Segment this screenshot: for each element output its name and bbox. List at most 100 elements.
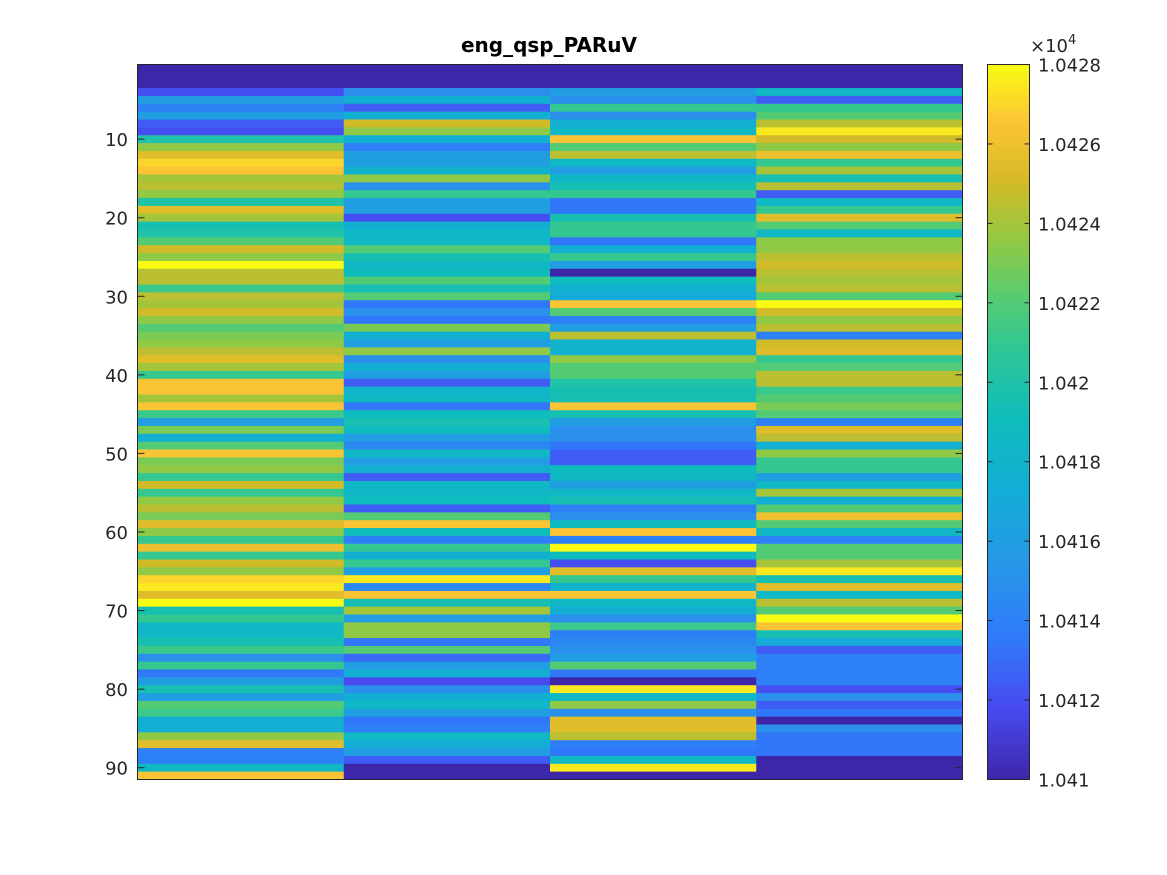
heatmap-cell	[343, 182, 551, 191]
y-tick-label: 20	[105, 209, 128, 230]
heatmap-cell	[756, 111, 963, 120]
colorbar-swatch	[987, 82, 1030, 89]
colorbar-swatch	[987, 624, 1030, 632]
heatmap-cell	[137, 512, 345, 521]
heatmap-cell	[137, 221, 345, 230]
heatmap-cell	[137, 402, 345, 411]
colorbar-swatch	[987, 141, 1030, 149]
heatmap-cell	[550, 700, 757, 710]
heatmap-cell	[550, 158, 757, 168]
heatmap-cell	[756, 300, 963, 309]
heatmap-cell	[550, 339, 757, 348]
heatmap-cell	[756, 150, 963, 160]
heatmap-cell	[756, 268, 963, 278]
heatmap-cell	[756, 394, 963, 403]
heatmap-cell	[137, 740, 345, 749]
colorbar-swatch	[987, 713, 1030, 721]
heatmap-cell	[550, 119, 757, 128]
colorbar-swatch	[987, 136, 1030, 143]
heatmap-cell	[550, 614, 757, 623]
heatmap-cell	[550, 512, 757, 521]
heatmap-cell	[137, 535, 345, 545]
heatmap-cell	[756, 284, 963, 293]
heatmap-cell	[550, 229, 757, 238]
heatmap-cell	[550, 457, 757, 466]
heatmap-cell	[343, 378, 551, 388]
heatmap-cell	[137, 363, 345, 372]
colorbar-swatch	[987, 195, 1030, 203]
heatmap-cell	[137, 143, 345, 152]
heatmap-cell	[550, 355, 757, 364]
colorbar-swatch	[987, 243, 1030, 250]
heatmap-cell	[343, 205, 551, 215]
heatmap-cell	[343, 716, 551, 725]
heatmap-cell	[550, 685, 757, 694]
heatmap-cell	[137, 520, 345, 529]
heatmap-cell	[137, 174, 345, 183]
heatmap-cell	[137, 755, 345, 765]
heatmap-cell	[756, 72, 963, 81]
heatmap-cell	[756, 449, 963, 458]
colorbar-swatch	[987, 189, 1030, 197]
heatmap-cell	[343, 583, 551, 592]
colorbar-swatch	[987, 481, 1030, 489]
colorbar-swatch	[987, 648, 1030, 655]
heatmap-cell	[343, 292, 551, 301]
heatmap-cell	[550, 653, 757, 663]
heatmap-cell	[137, 496, 345, 505]
heatmap-cell	[550, 465, 757, 474]
heatmap-cell	[137, 268, 345, 278]
heatmap-cell	[137, 284, 345, 293]
heatmap-cell	[343, 708, 551, 718]
heatmap-cell	[756, 182, 963, 191]
colorbar-swatch	[987, 594, 1030, 602]
colorbar-swatch	[987, 231, 1030, 238]
heatmap-cell	[550, 755, 757, 765]
heatmap-cell	[756, 480, 963, 490]
heatmap-cell	[137, 276, 345, 285]
heatmap-cell	[343, 276, 551, 285]
heatmap-cell	[137, 323, 345, 333]
heatmap-cell	[343, 575, 551, 584]
colorbar-swatch	[987, 284, 1030, 292]
colorbar-swatch	[987, 296, 1030, 304]
heatmap-cell	[137, 708, 345, 718]
heatmap-cell	[343, 166, 551, 175]
colorbar-swatch	[987, 547, 1030, 554]
heatmap-cell	[756, 198, 963, 207]
heatmap-cell	[137, 103, 345, 113]
colorbar-swatch	[987, 124, 1030, 131]
colorbar-swatch	[987, 118, 1030, 125]
heatmap-cell	[756, 292, 963, 301]
colorbar-swatch	[987, 88, 1030, 95]
heatmap-cell	[343, 300, 551, 309]
heatmap-cell	[550, 763, 757, 773]
heatmap-cell	[756, 590, 963, 600]
heatmap-cell	[550, 64, 757, 73]
heatmap-cell	[343, 410, 551, 419]
y-axis: 10 20 30 40 50 60 70 80 90	[105, 130, 963, 780]
colorbar-swatch	[987, 708, 1030, 715]
heatmap-cell	[343, 755, 551, 765]
colorbar-swatch	[987, 267, 1030, 274]
heatmap-cell	[137, 677, 345, 686]
colorbar-swatch	[987, 475, 1030, 483]
heatmap-cell	[137, 748, 345, 757]
heatmap-cell	[137, 480, 345, 490]
colorbar-tick-label: 1.0416	[1038, 532, 1101, 553]
heatmap-cell	[550, 771, 757, 780]
colorbar-swatch	[987, 219, 1030, 226]
heatmap-cell	[756, 512, 963, 521]
heatmap-cell	[137, 331, 345, 340]
heatmap-cell	[137, 190, 345, 199]
colorbar-swatch	[987, 529, 1030, 536]
heatmap-cell	[343, 72, 551, 81]
heatmap-cell	[550, 363, 757, 372]
heatmap-cell	[756, 143, 963, 152]
heatmap-cell	[137, 606, 345, 615]
heatmap-cell	[756, 535, 963, 545]
heatmap-cell	[550, 394, 757, 403]
colorbar-swatch	[987, 731, 1030, 739]
heatmap-cell	[343, 190, 551, 199]
